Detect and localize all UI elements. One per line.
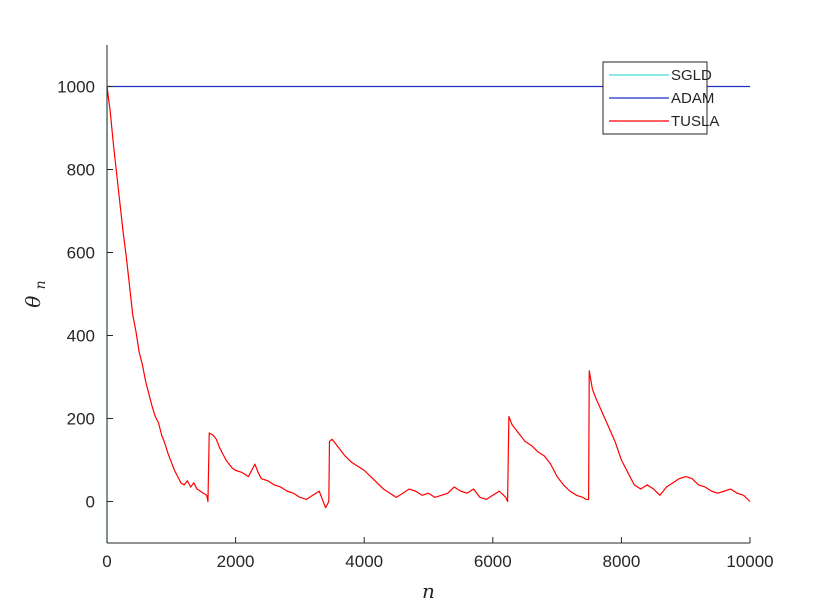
x-tick-label: 0: [102, 552, 111, 571]
series-layer: [106, 85, 751, 543]
axes-layer: [106, 45, 750, 544]
x-tick-label: 4000: [345, 552, 383, 571]
y-ticks: 0 200 400 600 800 1000: [57, 78, 113, 512]
x-tick-label: 10000: [726, 552, 773, 571]
x-tick-label: 6000: [474, 552, 512, 571]
x-ticks: 0 2000 4000 6000 8000 10000: [102, 537, 774, 571]
y-tick-label: 200: [67, 410, 95, 429]
series-line-tusla: [106, 86, 751, 509]
y-tick-label: 800: [67, 161, 95, 180]
legend: SGLD ADAM TUSLA: [602, 61, 719, 135]
y-tick-label: 0: [86, 493, 95, 512]
x-tick-label: 8000: [602, 552, 640, 571]
y-axis-label-main: θ: [21, 296, 45, 308]
legend-label: SGLD: [671, 67, 712, 84]
legend-label: TUSLA: [671, 113, 719, 130]
y-axis-label-subscript: n: [33, 280, 49, 289]
y-axis-label: θ n: [21, 280, 49, 307]
y-tick-label: 1000: [57, 78, 95, 97]
y-tick-label: 400: [67, 327, 95, 346]
x-axis-label: n: [422, 579, 435, 603]
x-tick-label: 2000: [217, 552, 255, 571]
legend-label: ADAM: [671, 90, 714, 107]
y-tick-label: 600: [67, 244, 95, 263]
